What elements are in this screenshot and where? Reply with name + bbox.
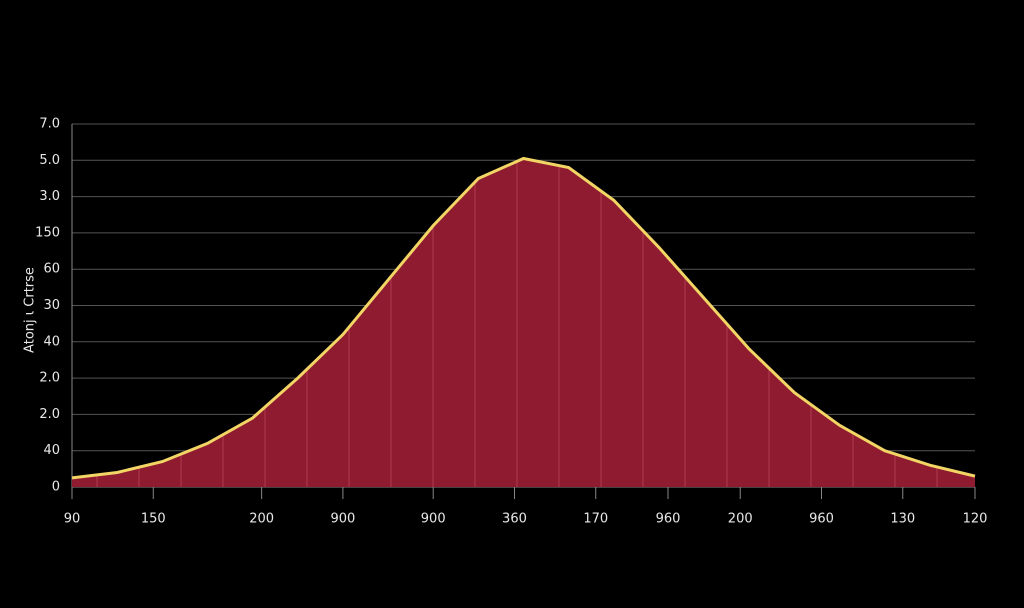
y-tick-label: 2.0: [39, 407, 60, 422]
x-tick-label: 960: [656, 512, 681, 527]
x-tick-label: 360: [502, 512, 527, 527]
x-tick-label: 170: [583, 512, 608, 527]
x-tick-label: 900: [421, 512, 446, 527]
y-tick-label: 30: [43, 298, 60, 313]
x-tick-label: 200: [249, 512, 274, 527]
y-tick-label: 150: [35, 225, 60, 240]
x-tick-label: 130: [890, 512, 915, 527]
y-tick-label: 60: [43, 262, 60, 277]
x-tick-label: 90: [64, 512, 81, 527]
y-tick-label: 40: [43, 334, 60, 349]
x-tick-label: 200: [728, 512, 753, 527]
x-tick-label: 120: [963, 512, 988, 527]
y-tick-label: 7.0: [39, 117, 60, 132]
y-tick-label: 2.0: [39, 371, 60, 386]
y-tick-label: 40: [43, 443, 60, 458]
y-tick-label: 3.0: [39, 189, 60, 204]
x-tick-label: 900: [330, 512, 355, 527]
y-tick-label: 5.0: [39, 153, 60, 168]
area-fill: [72, 158, 975, 488]
y-tick-label: 0: [52, 480, 60, 495]
y-axis-label: Atonj ι Crtrse: [23, 267, 38, 353]
x-tick-label: 960: [809, 512, 834, 527]
x-tick-label: 150: [141, 512, 166, 527]
area-line: [71, 156, 976, 480]
